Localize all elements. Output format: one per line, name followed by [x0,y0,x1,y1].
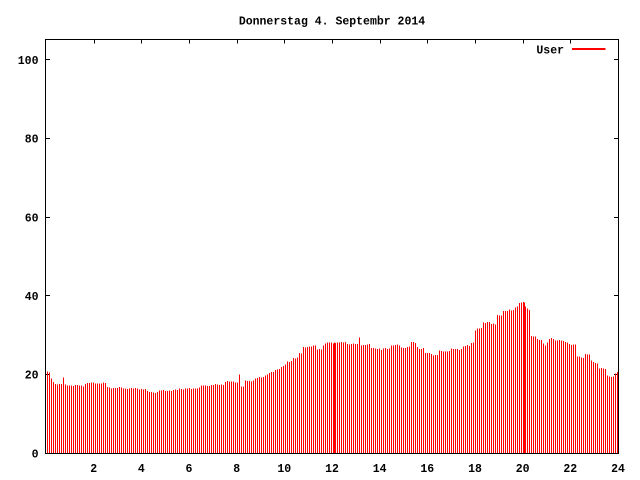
svg-text:0: 0 [32,448,39,461]
svg-text:Donnerstag 4. Septembr 2014: Donnerstag 4. Septembr 2014 [239,15,425,28]
svg-text:User: User [536,45,564,58]
svg-text:18: 18 [468,463,482,476]
svg-text:14: 14 [373,463,387,476]
svg-text:2: 2 [90,463,97,476]
svg-text:10: 10 [277,463,291,476]
svg-text:4: 4 [138,463,145,476]
svg-text:100: 100 [18,55,39,68]
svg-text:16: 16 [420,463,434,476]
svg-text:24: 24 [611,463,625,476]
svg-text:20: 20 [516,463,530,476]
svg-text:8: 8 [233,463,240,476]
svg-text:6: 6 [186,463,193,476]
svg-text:60: 60 [25,212,39,225]
svg-text:22: 22 [563,463,577,476]
svg-text:20: 20 [25,370,39,383]
svg-text:40: 40 [25,291,39,304]
svg-text:12: 12 [325,463,339,476]
svg-text:80: 80 [25,134,39,147]
